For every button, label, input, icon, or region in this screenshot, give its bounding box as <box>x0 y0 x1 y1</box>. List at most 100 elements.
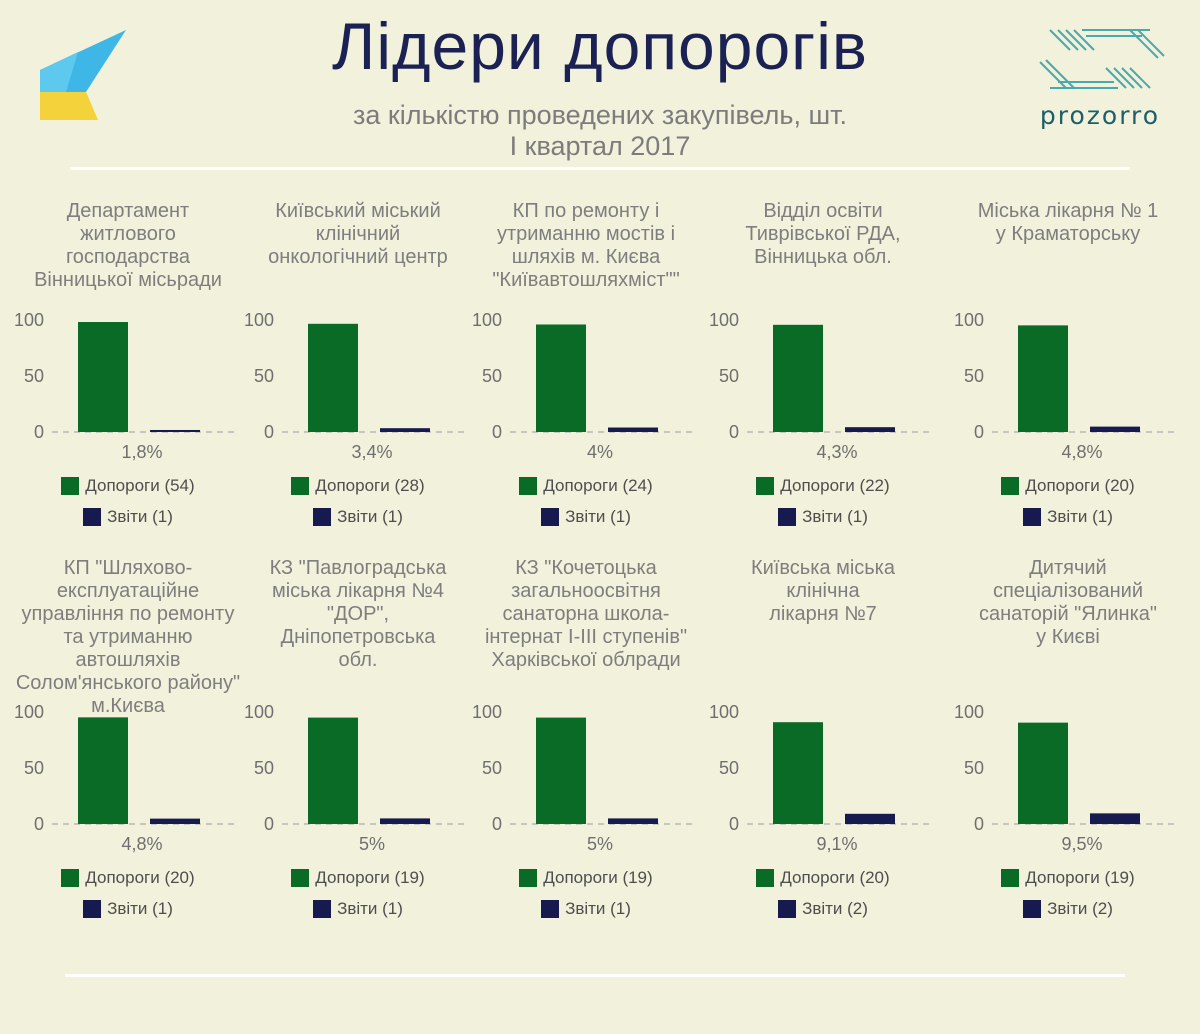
legend-swatch <box>756 869 775 887</box>
bottom-divider <box>65 974 1125 977</box>
y-tick-label: 50 <box>719 758 739 778</box>
chart-title: Київська міська клінічна лікарня №7 <box>703 557 943 626</box>
y-tick-label: 0 <box>34 422 44 442</box>
chart-title-line: КП "Шляхово- <box>63 557 193 579</box>
y-tick-label: 50 <box>719 366 739 386</box>
chart-title-line: спеціалізований <box>992 580 1144 602</box>
chart-title-line: управління по ремонту <box>21 603 235 625</box>
legend-item-dopohy: Допороги (20) <box>8 868 248 888</box>
bar-dopohy <box>773 324 823 432</box>
bar-zvity <box>845 427 895 432</box>
chart-title-line: у Краматорську <box>995 223 1141 245</box>
chart-title-line: житлового <box>80 223 176 245</box>
chart-title-line: Солом'янського району" <box>15 672 241 694</box>
chart-title: КЗ "Кочетоцька загальноосвітня санаторна ш… <box>466 557 706 672</box>
chart-title-line: Міська лікарня № 1 <box>977 200 1159 222</box>
percent-label: 9,1% <box>816 834 857 854</box>
page-subtitle: за кількістю проведених закупівель, шт. … <box>0 100 1200 162</box>
legend-item-zvity: Звіти (1) <box>238 899 478 919</box>
prozorro-logo: prozorro <box>1030 26 1170 130</box>
legend-label: Допороги (19) <box>1025 868 1135 887</box>
legend-label: Допороги (24) <box>543 476 653 495</box>
legend-swatch <box>1023 508 1042 526</box>
ukraine-logo-icon <box>38 30 130 127</box>
chart-title: КЗ "Павлоградська міська лікарня №4 "ДОР",… <box>238 557 478 672</box>
percent-label: 4% <box>587 442 613 462</box>
y-tick-label: 100 <box>709 702 739 722</box>
legend-swatch <box>313 900 332 918</box>
bar-chart: 100 50 0 4,8% <box>14 702 234 854</box>
percent-label: 4,8% <box>121 834 162 854</box>
chart-title-line: Вінницька обл. <box>754 246 892 268</box>
bar-dopohy <box>78 322 128 432</box>
chart-title: Відділ освіти Тиврівської РДА, Вінницька о… <box>703 200 943 269</box>
chart-panel: Відділ освіти Тиврівської РДА, Вінницька о… <box>703 0 943 526</box>
y-tick-label: 100 <box>709 310 739 330</box>
legend-swatch <box>313 508 332 526</box>
chart-panel: КП "Шляхово-експлуатаційне управління по … <box>8 392 248 918</box>
chart-title-line: клінічна <box>786 580 860 602</box>
percent-label: 3,4% <box>351 442 392 462</box>
legend-label: Допороги (19) <box>315 868 425 887</box>
chart-title-line: автошляхів <box>75 649 181 671</box>
page-title: Лідери допорогів <box>332 9 868 83</box>
legend-swatch <box>61 477 80 495</box>
legend-label: Звіти (1) <box>565 899 631 918</box>
legend-label: Допороги (22) <box>780 476 890 495</box>
chart-title: Департамент житлового господарства Вінницьк… <box>8 200 248 292</box>
legend-swatch <box>1001 477 1020 495</box>
chart-title-line: КЗ "Павлоградська <box>269 557 447 579</box>
chart-title-line: експлуатаційне <box>56 580 200 602</box>
bar-zvity <box>845 813 895 824</box>
chart-title: Київський міський клінічний онкологічний ц… <box>238 200 478 269</box>
y-tick-label: 0 <box>492 814 502 834</box>
chart-title-line: Київська міська <box>751 557 895 579</box>
bar-chart: 100 50 0 1,8% <box>14 310 234 462</box>
legend-swatch <box>756 477 775 495</box>
legend-swatch <box>1023 900 1042 918</box>
legend-item-zvity: Звіти (2) <box>948 899 1188 919</box>
legend-label: Звіти (2) <box>1047 899 1113 918</box>
chart-title-line: м.Києва <box>91 695 165 717</box>
bar-dopohy <box>1018 722 1068 824</box>
y-tick-label: 50 <box>254 366 274 386</box>
percent-label: 5% <box>587 834 613 854</box>
legend-label: Допороги (20) <box>1025 476 1135 495</box>
percent-label: 4,8% <box>1061 442 1102 462</box>
chart-title-line: КЗ "Кочетоцька <box>515 557 657 579</box>
bar-zvity <box>380 428 430 432</box>
legend-label: Допороги (28) <box>315 476 425 495</box>
chart-title-line: Вінницької місьради <box>34 269 222 291</box>
legend-swatch <box>291 477 310 495</box>
chart-title: КП по ремонту і утриманню мостів і шляхів … <box>466 200 706 292</box>
bar-chart: 100 50 0 4,8% <box>954 310 1174 462</box>
legend-swatch <box>83 508 102 526</box>
y-tick-label: 50 <box>964 366 984 386</box>
legend-item-zvity: Звіти (1) <box>238 507 478 527</box>
chart-title: КП "Шляхово-експлуатаційне управління по … <box>8 557 248 718</box>
bar-chart: 100 50 0 9,1% <box>709 702 929 854</box>
chart-panel: КЗ "Кочетоцька загальноосвітня санаторна ш… <box>466 392 706 918</box>
legend-swatch <box>291 869 310 887</box>
legend-item-dopohy: Допороги (19) <box>238 868 478 888</box>
bar-dopohy <box>536 717 586 824</box>
chart-title-line: Дніпопетровська <box>280 626 436 648</box>
chart-title-line: Дитячий <box>1029 557 1107 579</box>
bar-dopohy <box>536 324 586 432</box>
chart-title-line: утриманню мостів і <box>496 223 676 245</box>
legend-item-dopohy: Допороги (20) <box>703 868 943 888</box>
prozorro-logo-icon <box>1039 29 1165 89</box>
legend-label: Звіти (1) <box>107 899 173 918</box>
y-tick-label: 0 <box>974 814 984 834</box>
legend-label: Звіти (1) <box>337 899 403 918</box>
legend-swatch <box>778 900 797 918</box>
bar-dopohy <box>1018 325 1068 432</box>
chart-title-line: клінічний <box>315 223 401 245</box>
legend-item-dopohy: Допороги (22) <box>703 476 943 496</box>
legend-label: Звіти (1) <box>337 507 403 526</box>
legend-swatch <box>1001 869 1020 887</box>
legend-label: Звіти (2) <box>802 899 868 918</box>
y-tick-label: 0 <box>974 422 984 442</box>
